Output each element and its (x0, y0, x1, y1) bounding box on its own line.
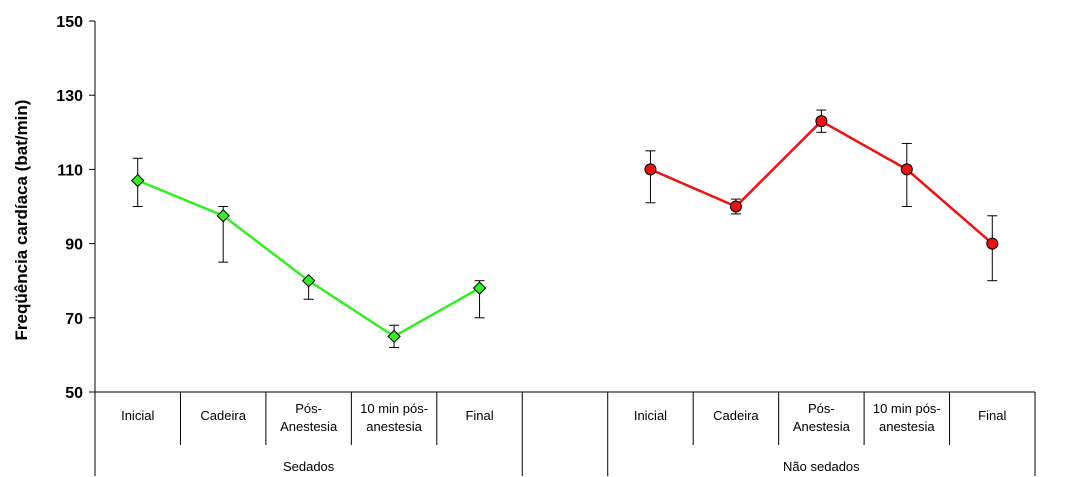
x-category-label: Anestesia (280, 419, 338, 434)
data-point (472, 281, 487, 295)
series-2 (644, 109, 999, 282)
series-line (137, 179, 481, 338)
y-tick-label: 50 (65, 385, 83, 402)
y-tick-label: 150 (56, 14, 83, 31)
x-category-label: Anestesia (793, 419, 851, 434)
data-point (729, 200, 742, 213)
x-category-label: Final (465, 408, 493, 423)
y-tick-label: 90 (65, 237, 83, 254)
x-category-label: anestesia (879, 419, 935, 434)
x-category-label: anestesia (366, 419, 422, 434)
y-axis-title: Freqüência cardíaca (bat/min) (12, 100, 31, 341)
data-point (216, 209, 230, 223)
y-tick-label: 70 (65, 311, 83, 328)
x-category-label: Final (978, 408, 1006, 423)
y-axis: 50 70 90 110 130 150 (56, 14, 96, 402)
y-tick-label: 130 (56, 88, 83, 105)
x-category-label: Pós- (808, 401, 835, 416)
data-point (815, 115, 828, 128)
data-point (644, 163, 657, 176)
x-group-label: Não sedados (783, 459, 860, 474)
x-category-label: 10 min pós- (360, 401, 428, 416)
x-category-label: Inicial (634, 408, 667, 423)
data-point (301, 273, 316, 288)
x-category-label: 10 min pós- (873, 401, 941, 416)
data-point (900, 163, 913, 176)
series-line (649, 119, 994, 245)
series-layer (131, 109, 999, 348)
x-category-label: Cadeira (713, 408, 759, 423)
x-category-label: Pós- (295, 401, 322, 416)
data-point (131, 173, 145, 188)
x-category-label: Inicial (121, 408, 154, 423)
series-1 (131, 157, 487, 348)
data-point (387, 329, 401, 344)
x-group-label: Sedados (283, 459, 335, 474)
y-tick-label: 110 (57, 162, 83, 179)
data-point (986, 237, 999, 250)
x-category-label: Cadeira (200, 408, 246, 423)
x-axis: Inicial Cadeira Pós- Anestesia 10 min pós-an… (94, 391, 1036, 476)
